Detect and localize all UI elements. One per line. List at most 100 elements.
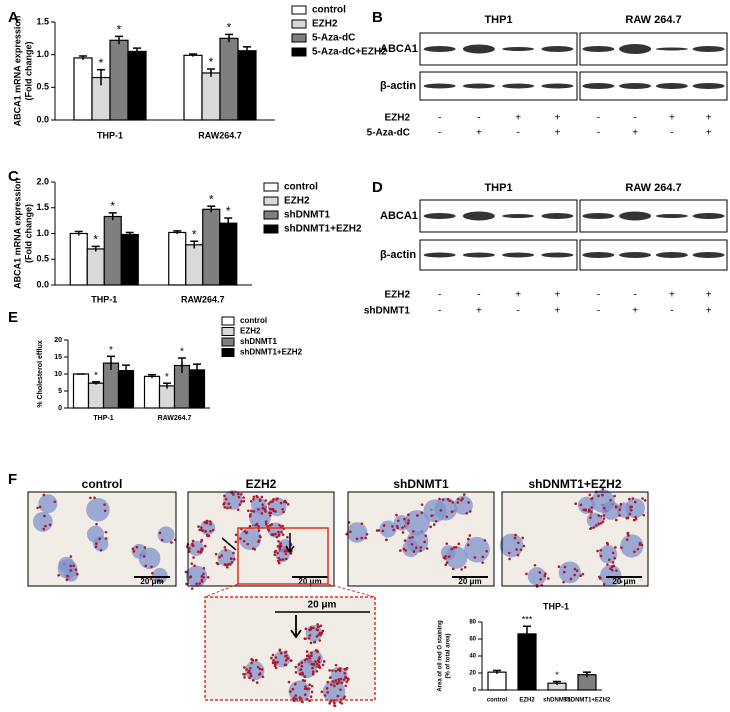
lipid-droplet: [420, 511, 424, 515]
lipid-droplet: [634, 517, 638, 521]
error-bar: [107, 355, 115, 370]
lipid-droplet: [276, 545, 280, 548]
lipid-droplet: [419, 546, 423, 549]
lipid-droplet: [599, 577, 602, 580]
lipid-droplet: [587, 510, 591, 513]
y-tick-label: 40: [469, 654, 476, 660]
cell: [577, 496, 596, 514]
lipid-droplet: [304, 627, 308, 631]
lipid-droplet: [601, 520, 605, 523]
lipid-droplet: [330, 683, 333, 686]
error-bar: [74, 230, 83, 236]
zoom-line: [204, 583, 239, 598]
lipid-droplet: [256, 495, 259, 499]
lipid-droplet: [258, 667, 262, 671]
lipid-droplet: [525, 572, 528, 576]
lipid-droplet: [287, 680, 291, 684]
lipid-droplet: [224, 548, 228, 552]
lipid-droplet: [310, 684, 314, 688]
lipid-droplet: [271, 500, 275, 503]
lipid-droplet: [514, 533, 517, 537]
arrow-head: [285, 545, 295, 554]
lipid-droplet: [304, 685, 307, 688]
lipid-droplet: [267, 529, 271, 532]
lipid-droplet: [407, 513, 410, 516]
inset: [205, 597, 375, 708]
blot-band: [502, 83, 535, 89]
condition-sign: +: [554, 290, 560, 301]
blot-band: [655, 214, 688, 218]
lipid-droplet: [318, 639, 322, 642]
lipid-droplet: [72, 564, 76, 568]
y-tick-label: 5: [58, 388, 62, 395]
lipid-droplet: [94, 545, 98, 549]
lipid-droplet: [294, 671, 298, 674]
lipid-droplet: [197, 525, 200, 528]
lipid-droplet: [412, 550, 416, 553]
x-tick-label: THP-1: [93, 415, 113, 422]
legend-swatch: [221, 316, 235, 326]
error-bar: [225, 33, 233, 43]
lipid-droplet: [309, 695, 313, 699]
lipid-droplet: [355, 537, 359, 541]
lipid-droplet: [278, 523, 281, 527]
lipid-droplet: [209, 529, 212, 533]
lipid-droplet: [515, 548, 518, 551]
lipid-droplet: [399, 549, 402, 552]
lipid-droplet: [258, 499, 262, 503]
lipid-droplet: [229, 506, 232, 509]
lipid-droplet: [301, 678, 305, 682]
protein-label: β-actin: [380, 249, 416, 261]
lipid-droplet: [320, 690, 324, 694]
legend-swatch: [263, 182, 279, 192]
lipid-droplet: [251, 679, 255, 682]
lipid-droplet: [38, 505, 42, 509]
lipid-droplet: [596, 549, 599, 553]
lipid-droplet: [131, 547, 135, 551]
lipid-droplet: [569, 577, 573, 581]
lipid-droplet: [242, 672, 245, 676]
lipid-droplet: [466, 543, 470, 547]
lipid-droplet: [170, 541, 173, 544]
lipid-droplet: [451, 501, 455, 504]
lipid-droplet: [602, 582, 606, 586]
lipid-droplet: [298, 696, 302, 699]
lipid-droplet: [342, 678, 346, 682]
lipid-droplet: [445, 542, 449, 545]
lipid-droplet: [589, 516, 592, 519]
lipid-droplet: [321, 629, 325, 633]
lipid-droplet: [581, 572, 585, 576]
blot-band: [619, 44, 652, 54]
lipid-droplet: [279, 558, 282, 562]
lipid-droplet: [452, 546, 456, 549]
bar: [109, 39, 129, 121]
lipid-droplet: [223, 494, 226, 498]
lipid-droplet: [385, 538, 388, 542]
lipid-droplet: [98, 537, 101, 541]
blot-band: [692, 213, 725, 219]
lipid-droplet: [563, 565, 567, 569]
lipid-droplet: [365, 532, 369, 536]
blot-band: [582, 252, 615, 258]
cell: [238, 527, 262, 551]
lipid-droplet: [277, 559, 280, 563]
legend-swatch: [221, 337, 235, 347]
blot-band: [541, 83, 574, 89]
condition-sign: -: [438, 290, 441, 301]
lipid-droplet: [278, 648, 282, 652]
lipid-droplet: [439, 509, 443, 512]
panel-letter: A: [8, 9, 19, 26]
lipid-droplet: [281, 533, 285, 536]
lipid-droplet: [420, 503, 424, 506]
lipid-droplet: [94, 542, 98, 545]
lipid-droplet: [339, 677, 343, 681]
error-bar: [224, 217, 233, 229]
lipid-droplet: [628, 512, 632, 516]
lipid-droplet: [191, 544, 194, 547]
bar: [127, 50, 147, 121]
bar: [202, 208, 221, 286]
cell: [423, 499, 447, 523]
lipid-droplet: [594, 524, 598, 527]
lipid-droplet: [430, 514, 433, 518]
condition-sign: -: [670, 306, 673, 317]
